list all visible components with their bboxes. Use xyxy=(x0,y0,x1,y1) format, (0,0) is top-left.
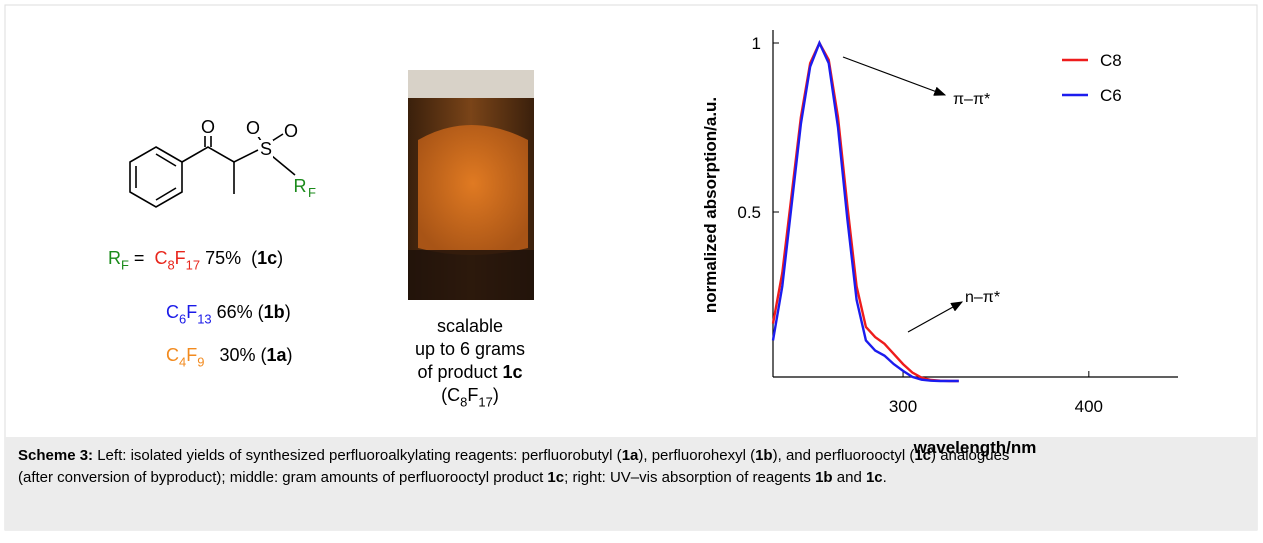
text-run: C xyxy=(166,345,179,365)
caption-line: Scheme 3: Left: isolated yields of synth… xyxy=(18,447,1009,464)
annotation: n–π* xyxy=(965,289,1000,306)
yield-row: C6F13 66% (1b) xyxy=(166,302,291,326)
text-run: ; right: UV–vis absorption of reagents xyxy=(564,469,815,486)
product-photo xyxy=(408,70,534,300)
text-run: 8 xyxy=(460,394,467,409)
text-run: ), and perfluorooctyl ( xyxy=(773,447,915,464)
atom-label: O xyxy=(201,117,215,137)
text-run: 1c xyxy=(503,362,523,382)
atom-label: S xyxy=(260,139,272,159)
y-axis-label: normalized absorption/a.u. xyxy=(701,97,720,313)
label-bg xyxy=(201,118,215,136)
caption-line: (after conversion of byproduct); middle:… xyxy=(18,469,887,486)
text-run: 1c xyxy=(866,469,883,486)
text-run: 17 xyxy=(186,257,200,272)
text-run: of product xyxy=(417,362,502,382)
uv-vis-chart: 0.5 1 300 400 wavelength/nm normalized absorp… xyxy=(701,30,1178,457)
text-run: . xyxy=(883,469,887,486)
text-run: ) xyxy=(285,302,291,322)
text-run: 1c xyxy=(257,248,277,268)
text-run: (C xyxy=(441,385,460,405)
text-run: C xyxy=(154,248,167,268)
y-tick-label: 0.5 xyxy=(737,203,761,222)
caption-box xyxy=(5,437,1257,530)
text-run: 1c xyxy=(914,447,931,464)
series-line xyxy=(771,39,959,383)
molecule xyxy=(129,132,296,208)
annotation-arrow xyxy=(842,56,947,96)
text-run: 4 xyxy=(179,354,186,369)
text-run: 1b xyxy=(755,447,773,464)
x-tick-label: 300 xyxy=(889,397,917,416)
text-run: 1b xyxy=(264,302,285,322)
text-run: 8 xyxy=(167,257,174,272)
legend-label: C8 xyxy=(1100,51,1122,70)
text-run: C xyxy=(166,302,179,322)
text-run: F xyxy=(186,302,197,322)
text-run: = xyxy=(129,248,155,268)
text-run: 9 xyxy=(197,354,204,369)
text-run: and xyxy=(833,469,866,486)
x-axis-label: wavelength/nm xyxy=(913,438,1037,457)
text-run: Left: isolated yields of synthesized per… xyxy=(93,447,622,464)
photo-caption: (C8F17) xyxy=(441,385,499,409)
text-run: ) xyxy=(287,345,293,365)
text-run: 1b xyxy=(815,469,833,486)
y-tick-label: 1 xyxy=(752,34,761,53)
text-run: 1a xyxy=(266,345,287,365)
atom-label: O xyxy=(284,121,298,141)
text-run: 1a xyxy=(622,447,639,464)
text-run: (after conversion of byproduct); middle:… xyxy=(18,469,547,486)
atom-label: O xyxy=(246,118,260,138)
text-run: Scheme 3: xyxy=(18,447,93,464)
text-run: 66% ( xyxy=(212,302,264,322)
text-run: ) xyxy=(277,248,283,268)
annotation: π–π* xyxy=(953,91,990,108)
yield-row: RF = C8F17 75% (1c) xyxy=(108,248,283,272)
x-tick-label: 400 xyxy=(1075,397,1103,416)
text-run: F xyxy=(186,345,197,365)
text-run: up to 6 grams xyxy=(415,339,525,359)
text-run: F xyxy=(467,385,478,405)
label-bg xyxy=(246,119,260,137)
text-run: 75% ( xyxy=(200,248,257,268)
text-run: scalable xyxy=(437,316,503,336)
label-bg xyxy=(259,140,273,158)
photo-caption: up to 6 grams xyxy=(415,339,525,359)
text-run: 1c xyxy=(547,469,564,486)
text-run: ), perfluorohexyl ( xyxy=(638,447,755,464)
text-run: 17 xyxy=(478,394,492,409)
text-run: 30% ( xyxy=(204,345,266,365)
text-run: ) analogues xyxy=(931,447,1009,464)
text-run: 13 xyxy=(197,311,211,326)
atom-label: R xyxy=(294,176,307,196)
text-run: F xyxy=(175,248,186,268)
text-run: R xyxy=(108,248,121,268)
photo-caption: of product 1c xyxy=(417,362,522,382)
label-bg xyxy=(284,122,298,140)
yield-row: C4F9 30% (1a) xyxy=(166,345,293,369)
annotation-arrow xyxy=(907,301,964,333)
text-run: ) xyxy=(493,385,499,405)
text-run: 6 xyxy=(179,311,186,326)
text-run: F xyxy=(121,257,129,272)
legend-label: C6 xyxy=(1100,86,1122,105)
atom-label: F xyxy=(308,185,316,200)
photo-caption: scalable xyxy=(437,316,503,336)
